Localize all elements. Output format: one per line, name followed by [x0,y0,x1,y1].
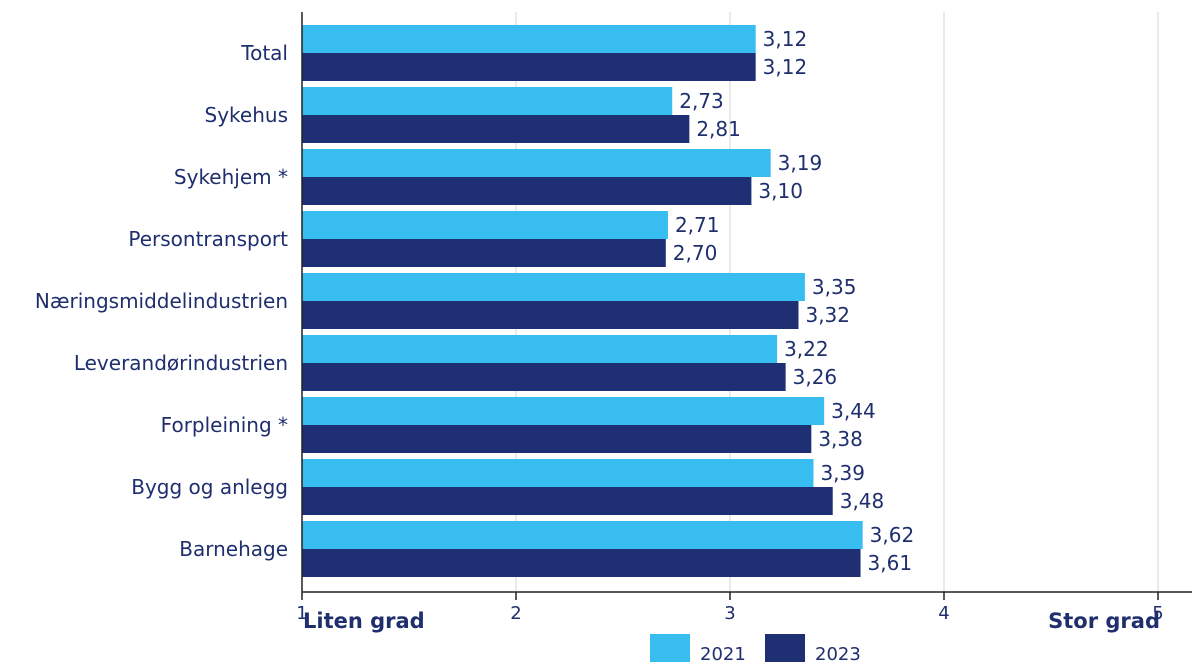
x-tick-label: 3 [724,603,735,624]
value-label: 3,62 [870,523,915,547]
bar-2021 [302,273,805,301]
bar-2023 [302,425,812,453]
legend-label-2023: 2023 [815,644,861,663]
bar-2021 [302,211,668,239]
x-tick-label: 2 [510,603,521,624]
bar-2021 [302,459,814,487]
bar-2021 [302,25,756,53]
bar-2023 [302,487,833,515]
category-label: Bygg og anlegg [131,475,288,499]
bar-2021 [302,397,825,425]
x-axis-left-label: Liten grad [303,609,425,633]
category-label: Total [240,41,288,65]
category-labels: Total Sykehus Sykehjem * Persontransport Nær… [35,41,288,561]
value-label: 2,71 [675,213,720,237]
bar-2023 [302,363,786,391]
x-tick-label: 4 [938,603,949,624]
value-label: 3,39 [820,461,865,485]
bar-2021 [302,87,673,115]
value-label: 3,38 [818,427,863,451]
value-label: 2,81 [696,117,741,141]
value-labels: 3,12 3,12 2,73 2,81 3,19 3,10 2,71 2,70 3,35 3,32… [673,27,914,575]
x-tick-label: 1 [296,603,307,624]
value-label: 3,26 [793,365,838,389]
category-label: Forpleining * [161,413,288,437]
value-label: 2,70 [673,241,718,265]
value-label: 3,32 [805,303,850,327]
x-axis-ticks: 1 2 3 4 5 [296,592,1164,624]
value-label: 3,48 [840,489,885,513]
category-label: Næringsmiddelindustrien [35,289,288,313]
x-tick-label: 5 [1152,603,1163,624]
bar-2023 [302,177,752,205]
bar-2021 [302,335,778,363]
value-label: 3,19 [778,151,823,175]
legend-swatch-2021 [650,634,690,662]
value-label: 3,61 [868,551,913,575]
bar-2023 [302,301,799,329]
value-label: 3,10 [758,179,803,203]
bars [302,25,863,577]
value-label: 3,12 [763,27,808,51]
category-label: Leverandørindustrien [74,351,288,375]
value-label: 2,73 [679,89,724,113]
category-label: Barnehage [179,537,288,561]
category-label: Sykehjem * [174,165,288,189]
bar-2021 [302,149,771,177]
value-label: 3,35 [812,275,857,299]
bar-2023 [302,549,861,577]
value-label: 3,22 [784,337,829,361]
bar-2021 [302,521,863,549]
bar-2023 [302,239,666,267]
category-label: Persontransport [128,227,288,251]
legend: 2021 2023 [650,634,861,663]
value-label: 3,12 [763,55,808,79]
category-label: Sykehus [205,103,288,127]
bar-2023 [302,115,690,143]
bar-2023 [302,53,756,81]
legend-label-2021: 2021 [700,644,746,663]
legend-swatch-2023 [765,634,805,662]
x-axis-right-label: Stor grad [1048,609,1160,633]
value-label: 3,44 [831,399,876,423]
